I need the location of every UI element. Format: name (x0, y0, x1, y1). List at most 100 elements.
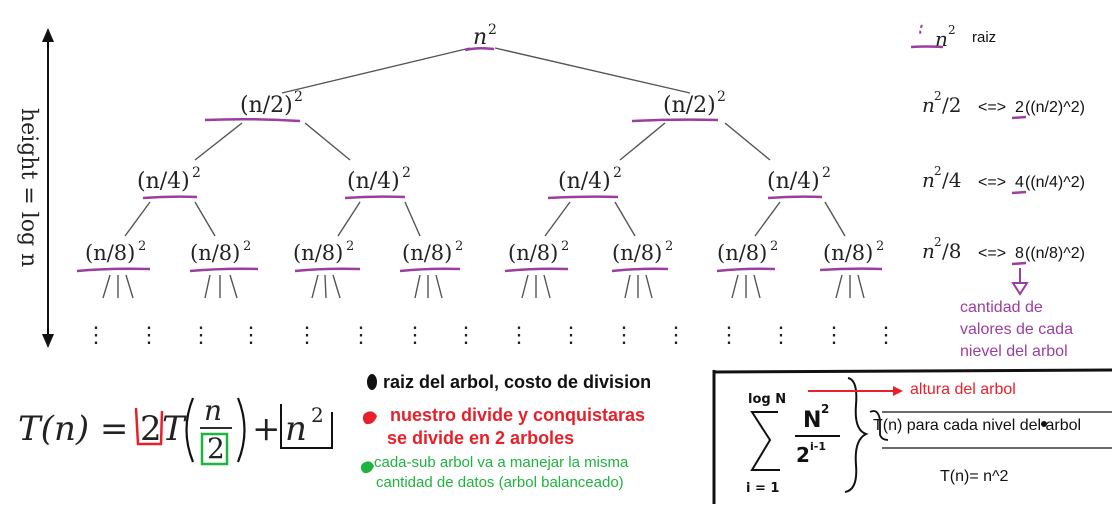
svg-text:/8: /8 (942, 239, 961, 263)
tree-node: (n/8) 2 (76, 239, 151, 273)
tree-node: (n/4) 2 (344, 165, 411, 200)
node-underline (819, 267, 883, 272)
formula-num: n (204, 394, 222, 427)
node-label: (n/8) (823, 241, 873, 265)
legend-raiz: raiz (972, 29, 996, 46)
sum-den: 2 (796, 443, 810, 467)
node-underline (767, 195, 823, 200)
node-label: (n/8) (85, 241, 135, 265)
node-label: (n/2) (240, 93, 293, 118)
sum-lower: i = 1 (746, 481, 779, 496)
svg-text:raiz del arbol, costo de divis: raiz del arbol, costo de division (383, 372, 651, 392)
svg-text:((n/2)^2): ((n/2)^2) (1025, 99, 1085, 116)
root-underline (464, 46, 495, 52)
svg-text:/4: /4 (942, 168, 961, 192)
node-exp: 2 (876, 239, 884, 254)
node-label: (n/4) (137, 169, 190, 194)
node-exp: 2 (561, 239, 569, 254)
annotation-red: nuestro divide y conquistaras se divide … (362, 405, 645, 448)
sum-num-exp: 2 (821, 402, 829, 416)
tree-node: (n/8) 2 (293, 239, 361, 273)
level-cost-row: n 2 /8 <=> 8 ((n/8)^2) (922, 235, 1085, 266)
arrow-up-icon (42, 28, 54, 42)
sum-brace-icon (844, 377, 869, 493)
green-bullet-icon (360, 461, 374, 474)
annotation-black: raiz del arbol, costo de division (367, 372, 651, 392)
paren-left (185, 397, 195, 463)
svg-text:<=>: <=> (978, 245, 1006, 262)
node-underline (344, 195, 406, 200)
dots: ⋮ (560, 323, 582, 348)
node-exp: 2 (613, 165, 622, 181)
level-count-note: cantidad de valores de cada nievel del a… (960, 299, 1073, 360)
svg-text:2: 2 (934, 89, 942, 103)
tree-node: (n/4) 2 (767, 165, 831, 200)
tree-level-3: (n/8) 2 (n/8) 2 (n/8) 2 (n/8) 2 (n/8) 2 … (76, 239, 884, 273)
node-label: (n/8) (402, 241, 452, 265)
sigma-icon (750, 411, 780, 471)
svg-text:n: n (922, 93, 935, 117)
node-underline (204, 117, 301, 123)
node-underline (294, 267, 361, 273)
node-underline (504, 267, 569, 273)
small-brace-icon (869, 410, 889, 441)
node-exp: 2 (665, 239, 673, 254)
summation-box: log N i = 1 N 2 2 i-1 altura del arbol T… (712, 368, 1113, 504)
svg-text:cantidad de: cantidad de (960, 299, 1043, 316)
dots: ⋮ (404, 323, 426, 348)
paren-right (236, 397, 246, 463)
node-label: (n/8) (293, 241, 343, 265)
svg-text:((n/4)^2): ((n/4)^2) (1025, 174, 1085, 191)
svg-text:valores de cada: valores de cada (960, 321, 1073, 338)
node-exp: 2 (402, 165, 411, 181)
dots: ⋮ (665, 323, 687, 348)
formula-nsq: n (285, 409, 307, 449)
den-green-box (200, 432, 229, 466)
svg-text:cantidad de datos (arbol balan: cantidad de datos (arbol balanceado) (376, 474, 624, 491)
svg-text:/2: /2 (942, 93, 961, 117)
node-underline (399, 267, 461, 273)
node-label: (n/4) (767, 169, 820, 194)
legend-exp: 2 (948, 23, 956, 37)
tree-node: (n/4) 2 (137, 165, 201, 200)
legend-n: n (935, 27, 948, 51)
svg-text:4: 4 (1015, 174, 1024, 191)
dots: ⋮ (138, 323, 160, 348)
node-underline (189, 267, 259, 273)
node-underline (631, 118, 719, 123)
node-label: (n/8) (508, 241, 558, 265)
dots: ⋮ (240, 323, 262, 348)
tree-node: (n/8) 2 (819, 239, 884, 272)
nsq-black-box (280, 404, 333, 449)
tree-node: (n/2) 2 (631, 89, 726, 123)
node-label: (n/4) (558, 169, 611, 194)
node-underline (76, 267, 151, 273)
node-underline (142, 195, 198, 200)
tree-node: (n/8) 2 (189, 239, 259, 273)
tree-continuation-dots: ⋮ ⋮ ⋮ ⋮ ⋮ ⋮ ⋮ ⋮ ⋮ ⋮ ⋮ ⋮ ⋮ ⋮ ⋮ ⋮ (85, 323, 897, 348)
dots: ⋮ (455, 323, 477, 348)
svg-text:cada-sub arbol va a manejar la: cada-sub arbol va a manejar la misma (374, 454, 629, 471)
height-label: height = log n (16, 108, 41, 267)
arrow-down-icon (42, 334, 54, 348)
legend-root: n 2 raiz (910, 23, 996, 51)
sum-upper: log N (748, 392, 786, 407)
root-n: n (473, 25, 487, 50)
svg-text:2: 2 (934, 235, 942, 249)
dots: ⋮ (85, 323, 107, 348)
dots: ⋮ (350, 323, 372, 348)
level-cost-row: n 2 /4 <=> 4 ((n/4)^2) (922, 164, 1085, 195)
svg-text:((n/8)^2): ((n/8)^2) (1025, 245, 1085, 262)
svg-text:n: n (922, 168, 935, 192)
node-exp: 2 (192, 165, 201, 181)
coef-red-box (134, 407, 164, 446)
tree-level-2: (n/4) 2 (n/4) 2 (n/4) 2 (n/4) 2 (137, 165, 831, 200)
formula-lhs: T(n) = (18, 409, 128, 449)
tree-node: (n/4) 2 (547, 165, 622, 200)
level-cost-row: n 2 /2 <=> 2 ((n/2)^2) (922, 89, 1085, 120)
tree-node: (n/2) 2 (204, 89, 303, 123)
node-label: (n/4) (347, 169, 400, 194)
tree-edges (102, 47, 865, 299)
formula-coef: 2 (140, 409, 162, 449)
